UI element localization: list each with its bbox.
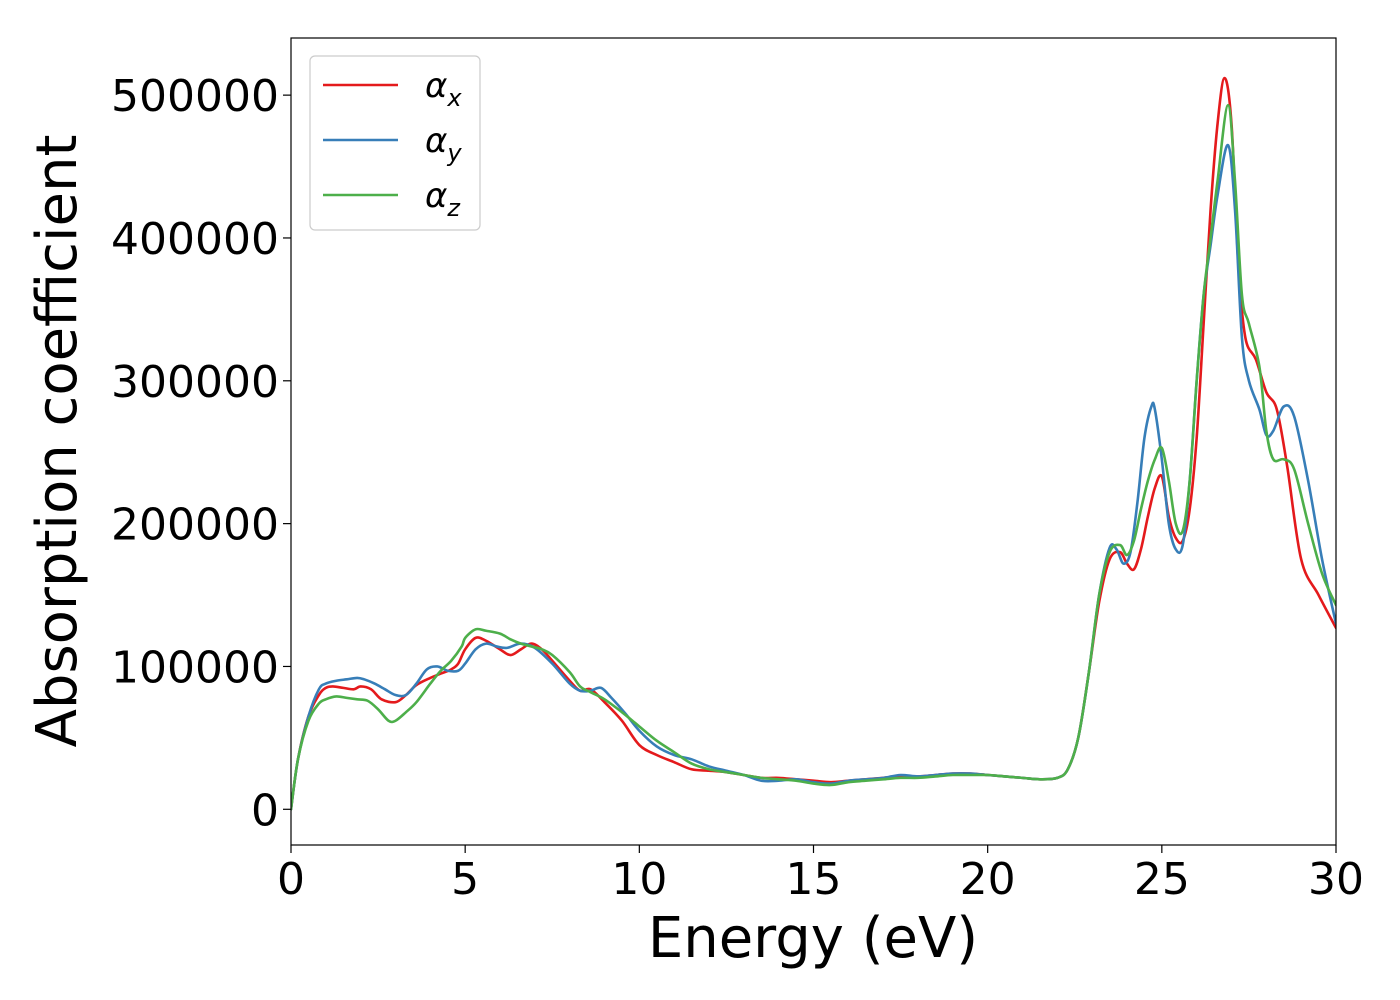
legend-frame <box>309 55 481 231</box>
series-line-z <box>291 103 1336 811</box>
y-tick-label: 400000 <box>111 214 279 265</box>
x-axis-label: Energy (eV) <box>648 906 978 971</box>
x-axis: 0 5 10 15 20 25 30 <box>277 845 1364 905</box>
legend: αx αy αz <box>309 55 481 231</box>
legend-label-y: αy <box>425 121 462 167</box>
x-tick-label: 5 <box>451 854 479 905</box>
legend-label-z: αz <box>425 176 461 222</box>
x-tick-label: 20 <box>960 854 1016 905</box>
x-tick-label: 10 <box>611 854 667 905</box>
y-tick-label: 0 <box>251 785 279 836</box>
x-tick-label: 25 <box>1134 854 1190 905</box>
y-axis: 0 100000 200000 300000 400000 500000 <box>111 71 291 836</box>
y-tick-label: 200000 <box>111 500 279 551</box>
x-tick-label: 0 <box>277 854 305 905</box>
series-layer <box>291 76 1336 811</box>
y-axis-label: Absorption coefficient <box>25 135 90 748</box>
y-tick-label: 500000 <box>111 71 279 122</box>
x-tick-label: 30 <box>1308 854 1364 905</box>
y-tick-label: 300000 <box>111 357 279 408</box>
legend-label-x: αx <box>425 66 462 112</box>
y-tick-label: 100000 <box>111 642 279 693</box>
x-tick-label: 15 <box>786 854 842 905</box>
